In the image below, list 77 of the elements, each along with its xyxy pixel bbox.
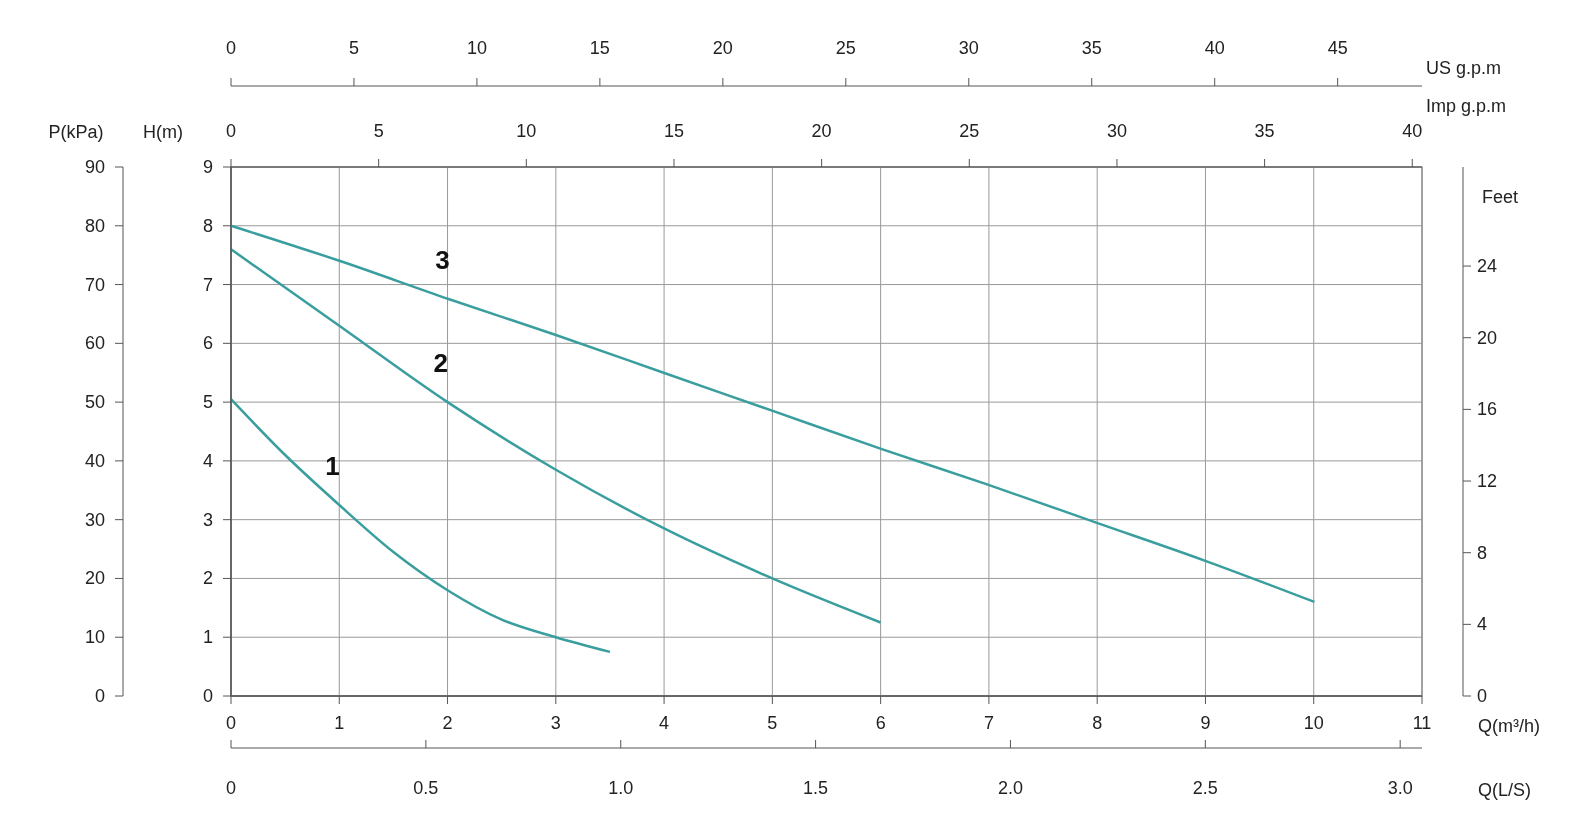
y3-tick-label: 4 (1477, 614, 1488, 635)
y2-tick-label: 40 (84, 450, 105, 471)
y-tick-label: 3 (202, 509, 213, 530)
x2-tick-label: 25 (959, 121, 980, 141)
x-tick-label: 3.0 (1387, 778, 1413, 798)
y3-tick-label: 20 (1477, 327, 1498, 348)
y3-tick-label: 0 (1477, 686, 1488, 706)
series-label: 3 (435, 245, 450, 276)
x2-tick-label: 40 (1204, 38, 1225, 58)
x-axis-title: Q(m³/h) (1478, 716, 1540, 736)
y3-tick-label: 12 (1477, 471, 1498, 492)
y2-tick-label: 10 (84, 627, 105, 648)
y-tick-label: 6 (202, 333, 213, 354)
x2-tick-label: 5 (348, 38, 359, 58)
x-tick-label: 2.5 (1192, 778, 1218, 798)
x-tick-label: 8 (1092, 713, 1103, 733)
x2-axis-title: US g.p.m (1426, 58, 1502, 78)
y2-tick-label: 90 (84, 157, 105, 177)
y-tick-label: 9 (202, 157, 213, 177)
y2-tick-label: 30 (84, 509, 105, 530)
y-tick-label: 4 (202, 450, 213, 471)
x2-tick-label: 35 (1254, 121, 1275, 141)
y3-tick-label: 8 (1477, 542, 1488, 563)
x-tick-label: 1.0 (608, 778, 634, 798)
y-tick-label: 5 (202, 392, 213, 413)
y3-axis-title: Feet (1481, 187, 1519, 207)
x2-tick-label: 10 (466, 38, 487, 58)
y2-tick-label: 70 (84, 274, 105, 295)
x-tick-label: 1 (334, 713, 345, 733)
line-series (229, 248, 882, 624)
y2-axis-title: P(kPa) (48, 122, 104, 142)
x2-tick-label: 15 (663, 121, 684, 141)
x2-tick-label: 30 (1106, 121, 1127, 141)
x2-tick-label: 30 (958, 38, 979, 58)
y-tick-label: 0 (202, 686, 213, 706)
x-tick-label: 9 (1200, 713, 1211, 733)
x2-tick-label: 15 (589, 38, 610, 58)
x-tick-label: 10 (1303, 713, 1324, 733)
x2-tick-label: 45 (1327, 38, 1348, 58)
x-tick-label: 1.5 (803, 778, 829, 798)
y2-tick-label: 0 (94, 686, 105, 706)
series-label: 2 (433, 348, 449, 379)
x-axis-title: Q(L/S) (1478, 780, 1532, 800)
x-tick-label: 7 (983, 713, 994, 733)
x2-tick-label: 10 (516, 121, 537, 141)
x-tick-label: 6 (875, 713, 886, 733)
x-tick-label: 11 (1412, 713, 1432, 733)
y-tick-label: 7 (202, 274, 213, 295)
series-label: 1 (325, 450, 340, 481)
x-tick-label: 0.5 (413, 778, 439, 798)
x2-tick-label: 25 (835, 38, 856, 58)
y2-tick-label: 80 (84, 215, 105, 236)
line-series (229, 397, 612, 654)
x2-tick-label: 0 (225, 38, 237, 58)
x-tick-label: 4 (659, 713, 670, 733)
y3-tick-label: 24 (1477, 256, 1498, 277)
x-tick-label: 2.0 (997, 778, 1023, 798)
x2-tick-label: 5 (373, 121, 384, 141)
x2-tick-label: 0 (225, 121, 237, 141)
x2-tick-label: 20 (712, 38, 733, 58)
y3-tick-label: 16 (1477, 399, 1498, 420)
x-tick-label: 0 (225, 778, 237, 798)
x2-tick-label: 40 (1402, 121, 1423, 141)
y2-tick-label: 50 (84, 392, 105, 413)
y2-tick-label: 20 (84, 568, 105, 589)
y2-tick-label: 60 (84, 333, 105, 354)
y-tick-label: 8 (202, 215, 213, 236)
y-tick-label: 2 (202, 568, 213, 589)
y-axis-title: H(m) (143, 122, 183, 142)
x-tick-label: 5 (767, 713, 778, 733)
y-tick-label: 1 (202, 627, 213, 648)
x-tick-label: 3 (550, 713, 561, 733)
x-tick-label: 2 (442, 713, 453, 733)
x-tick-label: 0 (225, 713, 237, 733)
x2-tick-label: 35 (1081, 38, 1102, 58)
x2-tick-label: 20 (811, 121, 832, 141)
x2-axis-title: Imp g.p.m (1426, 96, 1507, 116)
